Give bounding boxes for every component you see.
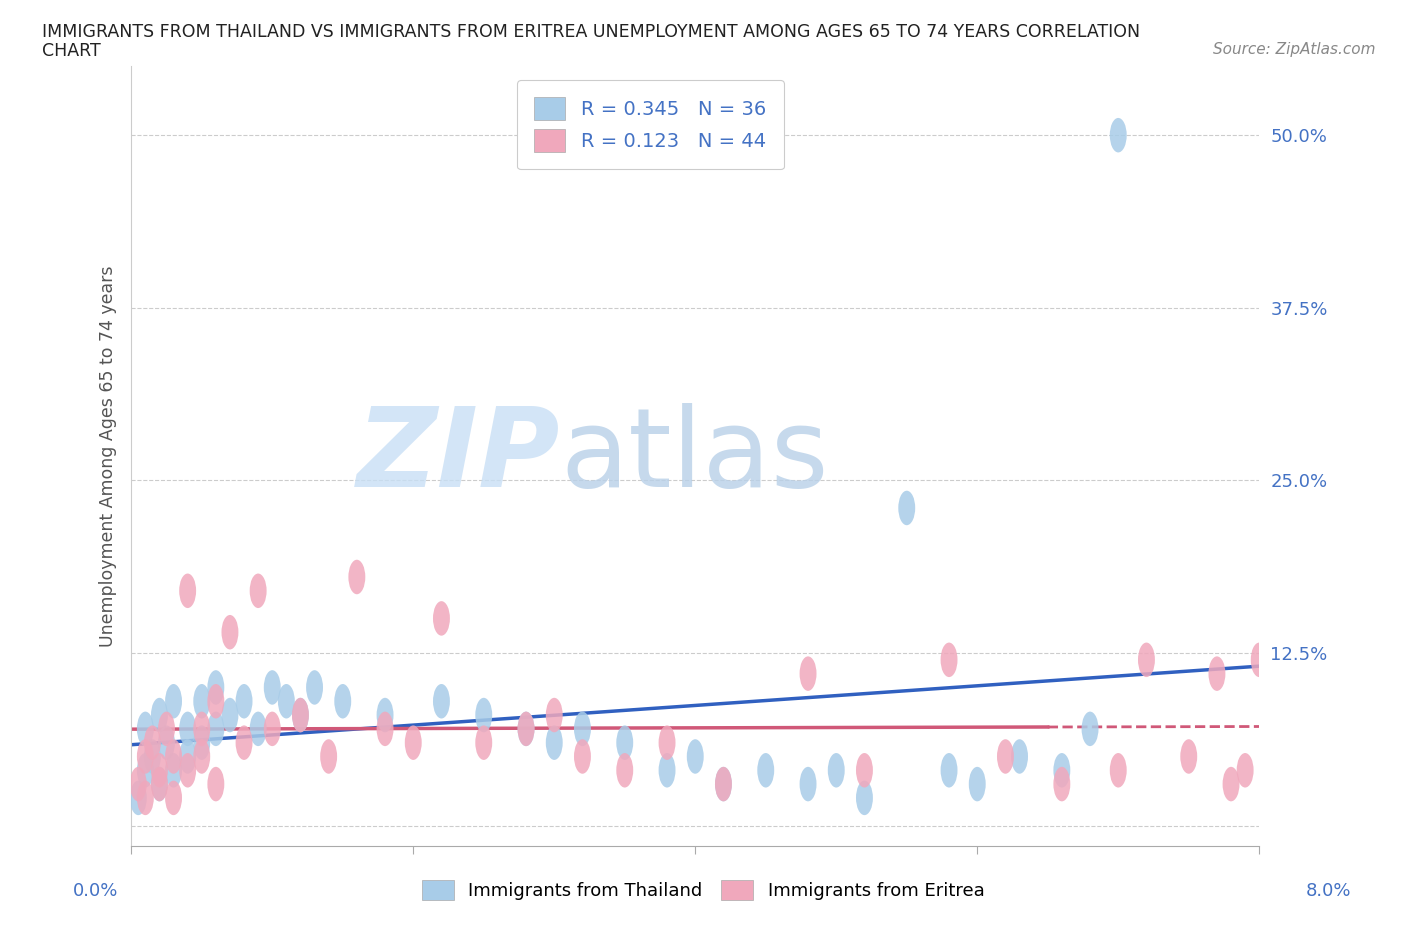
Text: atlas: atlas (560, 403, 828, 510)
Text: Source: ZipAtlas.com: Source: ZipAtlas.com (1212, 42, 1375, 57)
Y-axis label: Unemployment Among Ages 65 to 74 years: Unemployment Among Ages 65 to 74 years (100, 265, 117, 647)
Text: ZIP: ZIP (356, 403, 560, 510)
Text: CHART: CHART (42, 42, 101, 60)
Text: IMMIGRANTS FROM THAILAND VS IMMIGRANTS FROM ERITREA UNEMPLOYMENT AMONG AGES 65 T: IMMIGRANTS FROM THAILAND VS IMMIGRANTS F… (42, 23, 1140, 41)
Text: 8.0%: 8.0% (1306, 882, 1351, 900)
Legend: R = 0.345   N = 36, R = 0.123   N = 44: R = 0.345 N = 36, R = 0.123 N = 44 (516, 80, 783, 169)
Legend: Immigrants from Thailand, Immigrants from Eritrea: Immigrants from Thailand, Immigrants fro… (415, 872, 991, 907)
Text: 0.0%: 0.0% (73, 882, 118, 900)
